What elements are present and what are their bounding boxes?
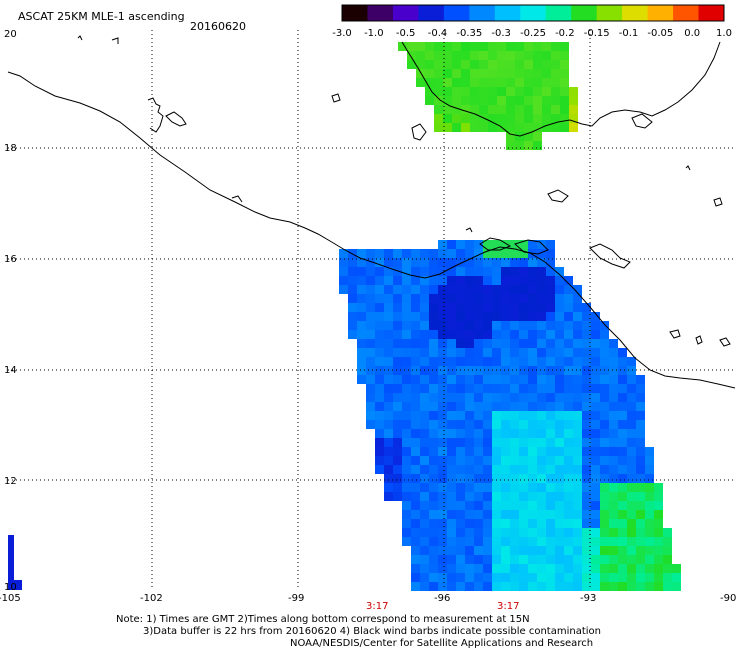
lon-label: -96 [434, 593, 450, 604]
colorbar-swatch [469, 5, 496, 21]
colorbar-swatch [673, 5, 700, 21]
colorbar-label: -1.0 [364, 28, 384, 39]
colorbar-swatch [443, 5, 470, 21]
colorbar-label: -0.5 [396, 28, 416, 39]
latitude-labels: 20 18 16 14 12 10 [4, 29, 17, 593]
colorbar-label: -0.35 [456, 28, 482, 39]
colorbar-label: -0.1 [619, 28, 639, 39]
colorbar-swatch [367, 5, 394, 21]
colorbar-label: -0.2 [555, 28, 575, 39]
colorbar-swatch [622, 5, 649, 21]
coastline [7, 35, 736, 389]
colorbar-label: -3.0 [332, 28, 352, 39]
colorbar-swatch [647, 5, 674, 21]
lat-label: 10 [4, 582, 17, 593]
colorbar-label: 1.0 [716, 28, 732, 39]
colorbar-labels: -3.0 -1.0 -0.5 -0.4 -0.35 -0.3 -0.25 -0.2 -0.15-… [332, 28, 732, 39]
swath-north [398, 42, 578, 150]
longitude-labels: -105 -102 -99 -96 -93 -90 [0, 593, 736, 604]
swath-south [339, 240, 681, 591]
lat-label: 18 [4, 143, 17, 154]
time-label: 3:17 [497, 601, 519, 612]
colorbar-swatch [520, 5, 547, 21]
time-label: 3:17 [366, 601, 388, 612]
lon-label: -90 [720, 593, 736, 604]
lon-label: -102 [140, 593, 163, 604]
colorbar [341, 4, 725, 22]
colorbar-swatch [698, 5, 725, 21]
lat-label: 20 [4, 29, 17, 40]
note-line-3: NOAA/NESDIS/Center for Satellite Applica… [290, 638, 594, 649]
colorbar-label: -0.15 [584, 28, 610, 39]
graticule [8, 30, 735, 590]
colorbar-label: 0.0 [684, 28, 700, 39]
colorbar-frame [341, 4, 725, 22]
colorbar-label: -0.25 [520, 28, 546, 39]
colorbar-label: -0.4 [428, 28, 448, 39]
colorbar-swatch [392, 5, 419, 21]
lat-label: 16 [4, 254, 17, 265]
lat-label: 14 [4, 365, 17, 376]
colorbar-swatch [342, 5, 368, 21]
colorbar-swatch [596, 5, 623, 21]
colorbar-label: -0.3 [491, 28, 511, 39]
lon-label: -105 [0, 593, 21, 604]
title: ASCAT 25KM MLE-1 ascending [18, 10, 185, 23]
wind-legend-bar [8, 535, 22, 590]
lon-label: -99 [288, 593, 304, 604]
colorbar-swatch [418, 5, 445, 21]
colorbar-swatch [545, 5, 572, 21]
date-label: 20160620 [190, 20, 246, 33]
colorbar-swatch [494, 5, 521, 21]
colorbar-swatch [571, 5, 598, 21]
colorbar-label: -0.05 [647, 28, 673, 39]
lat-label: 12 [4, 476, 17, 487]
note-line-2: 3)Data buffer is 22 hrs from 20160620 4)… [143, 626, 601, 637]
lon-label: -93 [580, 593, 596, 604]
note-line-1: Note: 1) Times are GMT 2)Times along bot… [116, 614, 530, 625]
